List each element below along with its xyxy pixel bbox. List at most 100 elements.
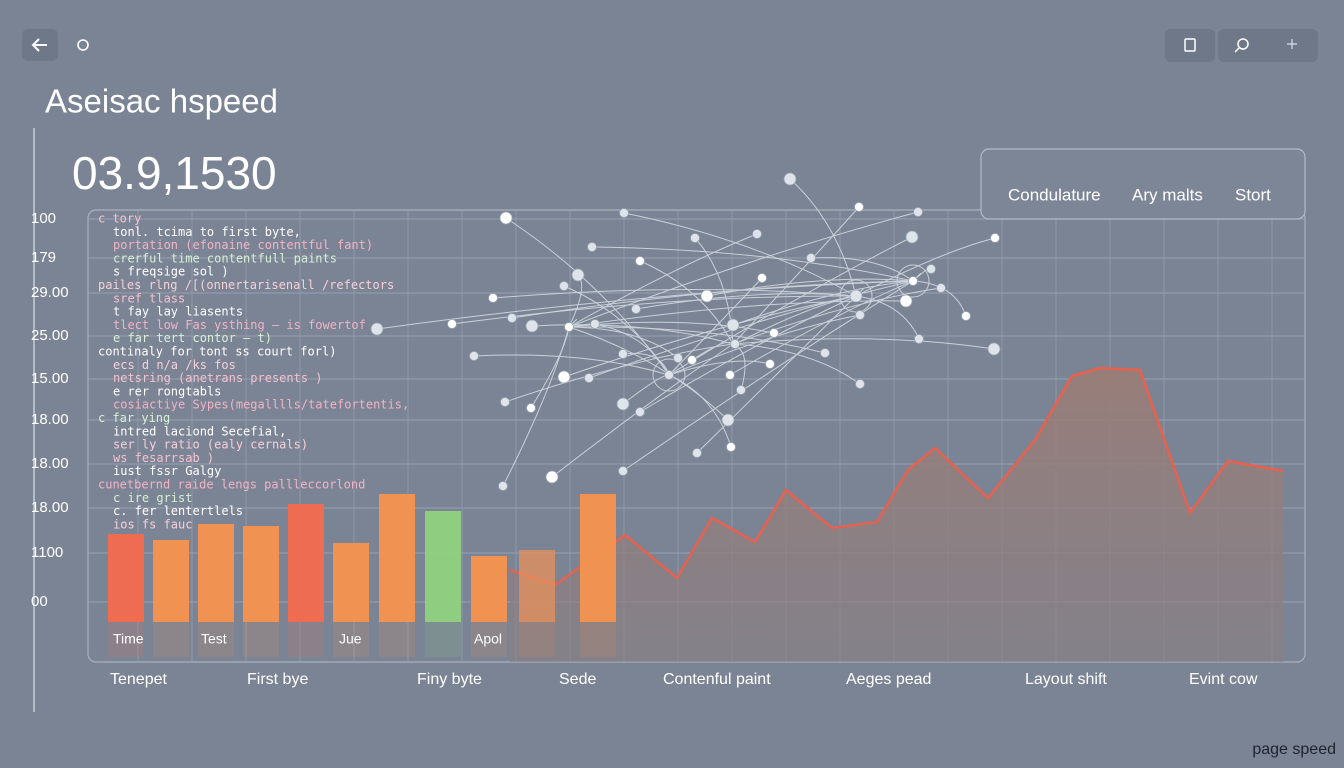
tab[interactable]: Ary malts [1132, 185, 1203, 204]
x-label: Finy byte [417, 671, 482, 688]
graph-node [849, 289, 863, 303]
area-line [509, 366, 1284, 587]
bar-label: Jue [339, 631, 362, 647]
bar [379, 494, 415, 622]
graph-edge [591, 246, 914, 282]
bar [425, 511, 461, 622]
tab[interactable]: Condulature [1008, 185, 1101, 204]
graph-edge [376, 280, 914, 330]
graph-node [783, 172, 797, 186]
code-line: ser ly ratio (ealy cernals) [113, 438, 308, 452]
metric: 03.9,1530 [72, 147, 277, 199]
graph-node [765, 359, 775, 369]
graph-edge [622, 280, 914, 472]
graph-node [687, 355, 697, 365]
graph-edge [912, 280, 967, 317]
graph-hub [896, 264, 930, 298]
y-label: 00 [31, 593, 48, 610]
graph-edge [732, 343, 861, 385]
graph-node [725, 370, 735, 380]
graph-edge [568, 326, 679, 359]
graph-edge [530, 326, 570, 409]
bar [471, 556, 507, 622]
code-line: c tory [98, 212, 141, 226]
back-icon [31, 38, 47, 52]
graph-node [736, 385, 746, 395]
graph-node [692, 448, 702, 458]
graph-node [961, 311, 971, 321]
x-label: Contenful paint [663, 671, 771, 688]
bar-reflection [243, 622, 279, 657]
toolbar-group[interactable] [1218, 29, 1318, 62]
graph-node [990, 233, 1000, 243]
bar-reflection [425, 622, 461, 657]
page-title: Aseisac hspeed [45, 83, 278, 120]
bar [288, 504, 324, 622]
bar-reflection [379, 622, 415, 657]
bar-label: Apol [474, 631, 502, 647]
graph-node [447, 319, 457, 329]
graph-node [557, 370, 571, 384]
graph-node [926, 264, 936, 274]
bar [243, 526, 279, 622]
graph-node [913, 207, 923, 217]
graph-node [730, 339, 740, 349]
bar [198, 524, 234, 622]
graph-node [914, 334, 924, 344]
bar-label: Test [201, 631, 227, 647]
code-line: intred laciond Secefial, [113, 424, 286, 438]
graph-edge [668, 360, 771, 376]
code-line: ws fesarrsab ) [113, 451, 214, 465]
bar-label: Time [113, 631, 144, 647]
graph-node [590, 319, 600, 329]
code-line: cosiactiye Sypes(megalllls/tatefortentis… [113, 398, 409, 412]
graph-hub [652, 358, 686, 392]
tab[interactable]: Stort [1235, 185, 1271, 204]
graph-edge [732, 338, 995, 350]
bars [108, 494, 616, 657]
y-label: 18.00 [31, 499, 69, 516]
bar-reflection [108, 622, 144, 657]
graph-edge [789, 178, 857, 297]
code-line: iust fssr Galgy [113, 464, 221, 478]
code-line: c ire grist [113, 491, 192, 505]
code-line: ecs d n/a /ks fos [113, 358, 236, 372]
graph-node [469, 351, 479, 361]
graph-node [721, 413, 735, 427]
graph-node [635, 256, 645, 266]
code-line: ios fs fauc [113, 517, 192, 531]
x-label: Aeges pead [846, 671, 931, 688]
graph-edge [668, 374, 732, 448]
graph-node [545, 470, 559, 484]
graph-edge [668, 236, 913, 376]
graph-node [635, 407, 645, 417]
graph-edge [563, 295, 857, 378]
graph-hub [839, 279, 873, 313]
bar-reflection [153, 622, 189, 657]
code-line: c. fer lentertlels [113, 504, 243, 518]
graph-node [488, 293, 498, 303]
graph-node [664, 370, 674, 380]
graph-node [908, 276, 918, 286]
graph-edge [588, 280, 914, 379]
graph-node [690, 233, 700, 243]
y-label: 18.00 [31, 411, 69, 428]
graph-node [370, 322, 384, 336]
graph-node [855, 310, 865, 320]
bar-reflection [580, 622, 616, 657]
toolbar-button[interactable] [1165, 29, 1215, 62]
graph-node [854, 202, 864, 212]
reload-button[interactable] [77, 39, 89, 51]
graph-edge [729, 280, 914, 376]
tab-panel [980, 148, 1306, 220]
graph-edge [551, 343, 734, 478]
graph-edge [568, 300, 907, 328]
code-line: tlect low Fas ysthing – is fowertof [113, 318, 366, 332]
code-line: e far tert contor – t) [113, 331, 272, 345]
graph-edge [696, 295, 857, 454]
y-label: 29.00 [31, 284, 69, 301]
move-icon [1287, 39, 1297, 49]
graph-edge [623, 212, 857, 297]
